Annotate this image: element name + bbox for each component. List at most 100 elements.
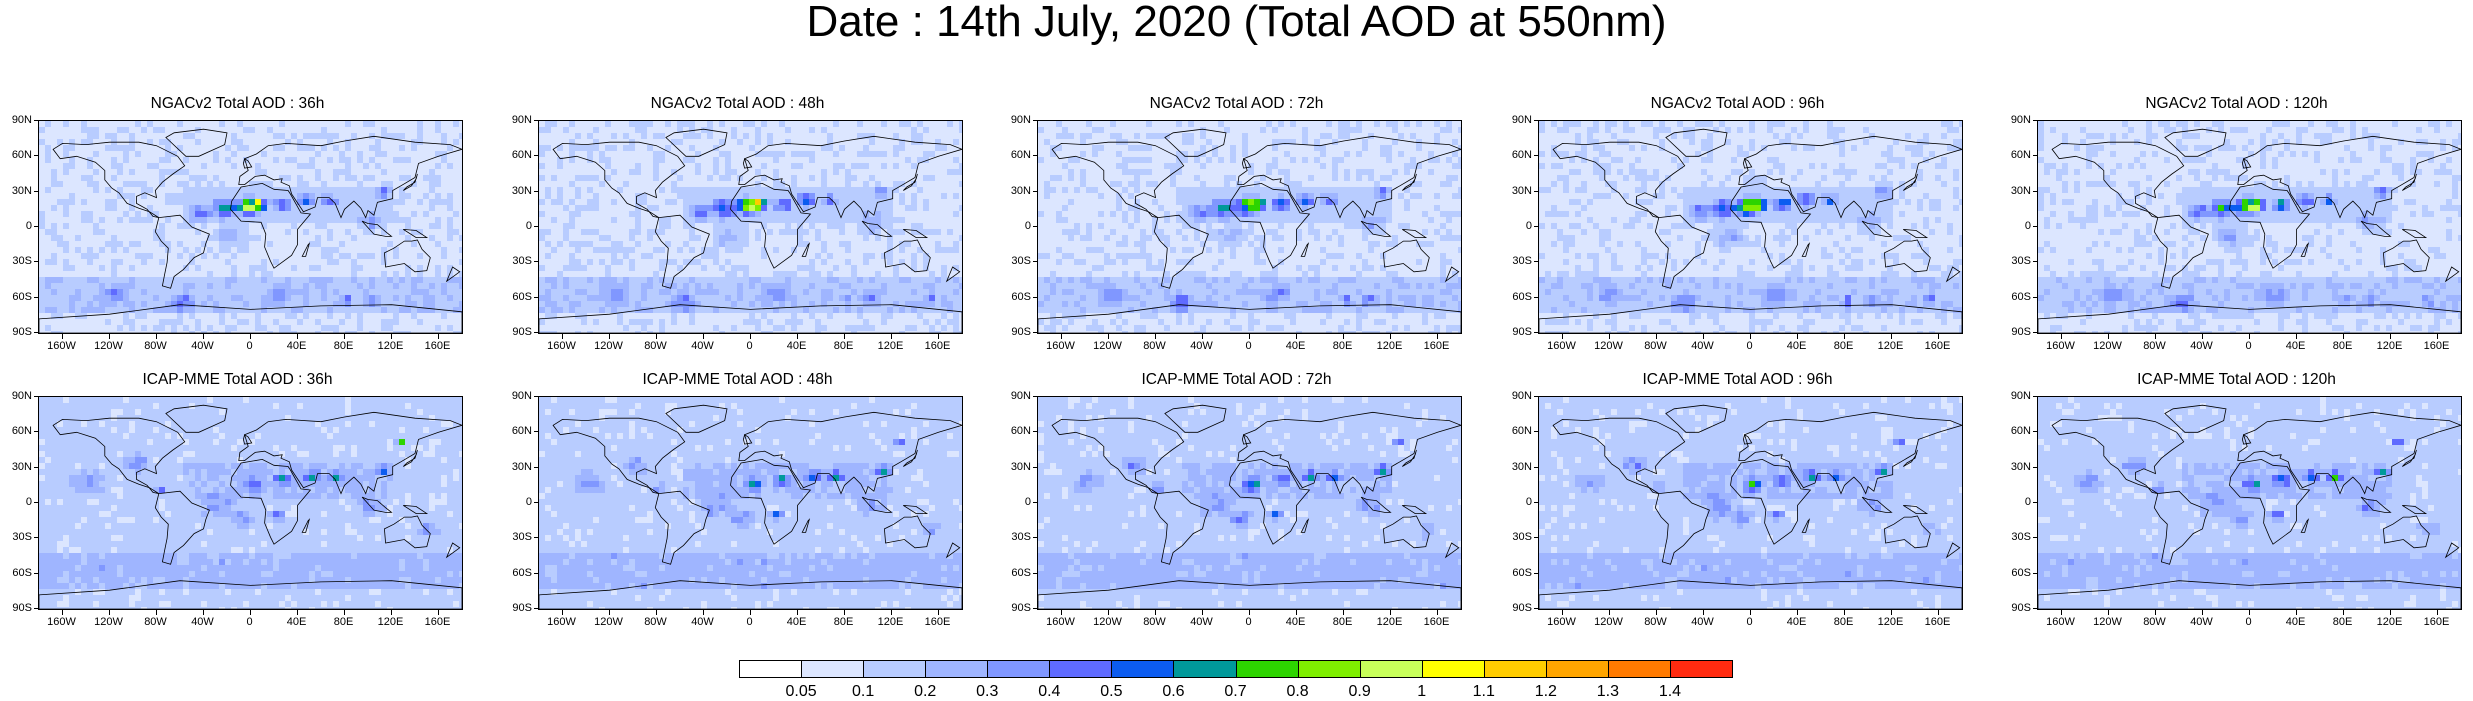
longitude-tick — [1796, 610, 1798, 615]
map-panel: ICAP-MME Total AOD : 72h 90N 60N 30N 0 30S 60S… — [999, 372, 1474, 628]
longitude-tick-label: 0 — [1730, 617, 1770, 628]
longitude-tick-label: 120E — [371, 341, 411, 352]
longitude-tick-label: 120W — [1088, 341, 1128, 352]
colorbar-label: 0.7 — [1211, 684, 1261, 700]
latitude-tick — [1534, 466, 1538, 468]
latitude-tick-label: 60N — [999, 426, 1031, 437]
aod-map — [1038, 121, 1461, 333]
aod-colorbar: 0.05 0.1 0.2 0.3 0.4 0.5 0.6 0.7 0.8 0.9 1 1.1 1.2 1.… — [739, 660, 1733, 700]
longitude-tick — [1107, 610, 1109, 615]
longitude-tick — [890, 610, 892, 615]
latitude-tick — [34, 261, 38, 263]
latitude-tick-label: 30N — [999, 185, 1031, 197]
latitude-tick — [34, 296, 38, 298]
colorbar-label: 1.2 — [1521, 684, 1571, 700]
latitude-tick-label: 30N — [1999, 185, 2031, 197]
longitude-tick-label: 80W — [1135, 341, 1175, 352]
colorbar-swatch — [1669, 660, 1733, 678]
longitude-tick — [1201, 334, 1203, 339]
latitude-tick-label: 60N — [1999, 426, 2031, 437]
aod-field — [1038, 397, 1461, 609]
longitude-tick — [1890, 334, 1892, 339]
longitude-tick-label: 80W — [2135, 341, 2175, 352]
colorbar-label: 1.1 — [1459, 684, 1509, 700]
latitude-tick — [34, 190, 38, 192]
latitude-tick-label: 60S — [0, 291, 32, 303]
latitude-tick — [534, 296, 538, 298]
longitude-tick — [937, 610, 939, 615]
longitude-tick — [890, 334, 892, 339]
longitude-tick-label: 120W — [589, 341, 629, 352]
latitude-tick-label: 90S — [1999, 327, 2031, 338]
longitude-tick — [1436, 610, 1438, 615]
latitude-tick-label: 30N — [0, 185, 32, 197]
latitude-tick — [1534, 296, 1538, 298]
longitude-tick — [843, 334, 845, 339]
longitude-tick-label: 160E — [918, 341, 958, 352]
longitude-tick — [61, 334, 63, 339]
map-frame — [1037, 120, 1462, 334]
longitude-tick-label: 40E — [777, 617, 817, 628]
colorbar-label: 1.4 — [1645, 684, 1695, 700]
latitude-tick — [1534, 226, 1538, 227]
panel-title: NGACv2 Total AOD : 96h — [1500, 96, 1975, 112]
longitude-tick — [1843, 334, 1845, 339]
longitude-tick-label: 40E — [2276, 617, 2316, 628]
longitude-tick — [1702, 334, 1704, 339]
longitude-tick — [937, 334, 939, 339]
colorbar-label: 0.2 — [900, 684, 950, 700]
latitude-tick — [2033, 608, 2037, 609]
latitude-tick — [34, 226, 38, 227]
aod-field — [39, 397, 462, 609]
longitude-tick-label: 0 — [730, 341, 770, 352]
longitude-tick — [702, 610, 704, 615]
longitude-tick-label: 160E — [418, 617, 458, 628]
latitude-tick-label: 30S — [999, 256, 1031, 267]
longitude-tick — [1655, 610, 1657, 615]
longitude-tick — [655, 610, 657, 615]
longitude-tick-label: 80E — [324, 341, 364, 352]
longitude-tick-label: 0 — [730, 617, 770, 628]
latitude-tick — [1033, 190, 1037, 192]
longitude-tick — [2060, 610, 2062, 615]
latitude-tick-label: 90S — [500, 603, 532, 614]
latitude-tick — [2033, 332, 2037, 333]
latitude-tick — [34, 120, 38, 121]
panel-title: NGACv2 Total AOD : 48h — [500, 96, 975, 112]
colorbar-label: 1 — [1397, 684, 1447, 700]
longitude-tick — [1561, 610, 1563, 615]
map-frame — [2037, 120, 2462, 334]
latitude-tick-label: 90N — [500, 115, 532, 126]
colorbar-label: 1.3 — [1583, 684, 1633, 700]
latitude-tick-label: 60N — [0, 150, 32, 161]
longitude-tick — [2389, 334, 2391, 339]
longitude-tick-label: 40E — [1276, 341, 1316, 352]
map-panel: ICAP-MME Total AOD : 48h 90N 60N 30N 0 30S 60S… — [500, 372, 975, 628]
longitude-tick-label: 40W — [183, 341, 223, 352]
longitude-tick-label: 80W — [2135, 617, 2175, 628]
latitude-tick — [34, 466, 38, 468]
colorbar-label: 0.4 — [1024, 684, 1074, 700]
colorbar-swatch — [863, 660, 927, 678]
map-frame — [538, 120, 963, 334]
longitude-tick — [1389, 334, 1391, 339]
longitude-tick-label: 120W — [89, 617, 129, 628]
longitude-tick — [561, 610, 563, 615]
longitude-tick-label: 120E — [1370, 617, 1410, 628]
latitude-tick — [34, 537, 38, 539]
longitude-tick-label: 80W — [636, 341, 676, 352]
longitude-tick — [2389, 610, 2391, 615]
latitude-tick — [534, 608, 538, 609]
longitude-tick — [1796, 334, 1798, 339]
latitude-tick — [1534, 120, 1538, 121]
latitude-tick — [1033, 396, 1037, 397]
latitude-tick — [534, 190, 538, 192]
longitude-tick — [1342, 334, 1344, 339]
colorbar-swatch — [1297, 660, 1361, 678]
longitude-tick — [608, 334, 610, 339]
longitude-tick — [437, 610, 439, 615]
latitude-tick — [1534, 155, 1538, 157]
latitude-tick-label: 30N — [999, 461, 1031, 473]
longitude-tick — [1937, 610, 1939, 615]
longitude-tick — [343, 610, 345, 615]
